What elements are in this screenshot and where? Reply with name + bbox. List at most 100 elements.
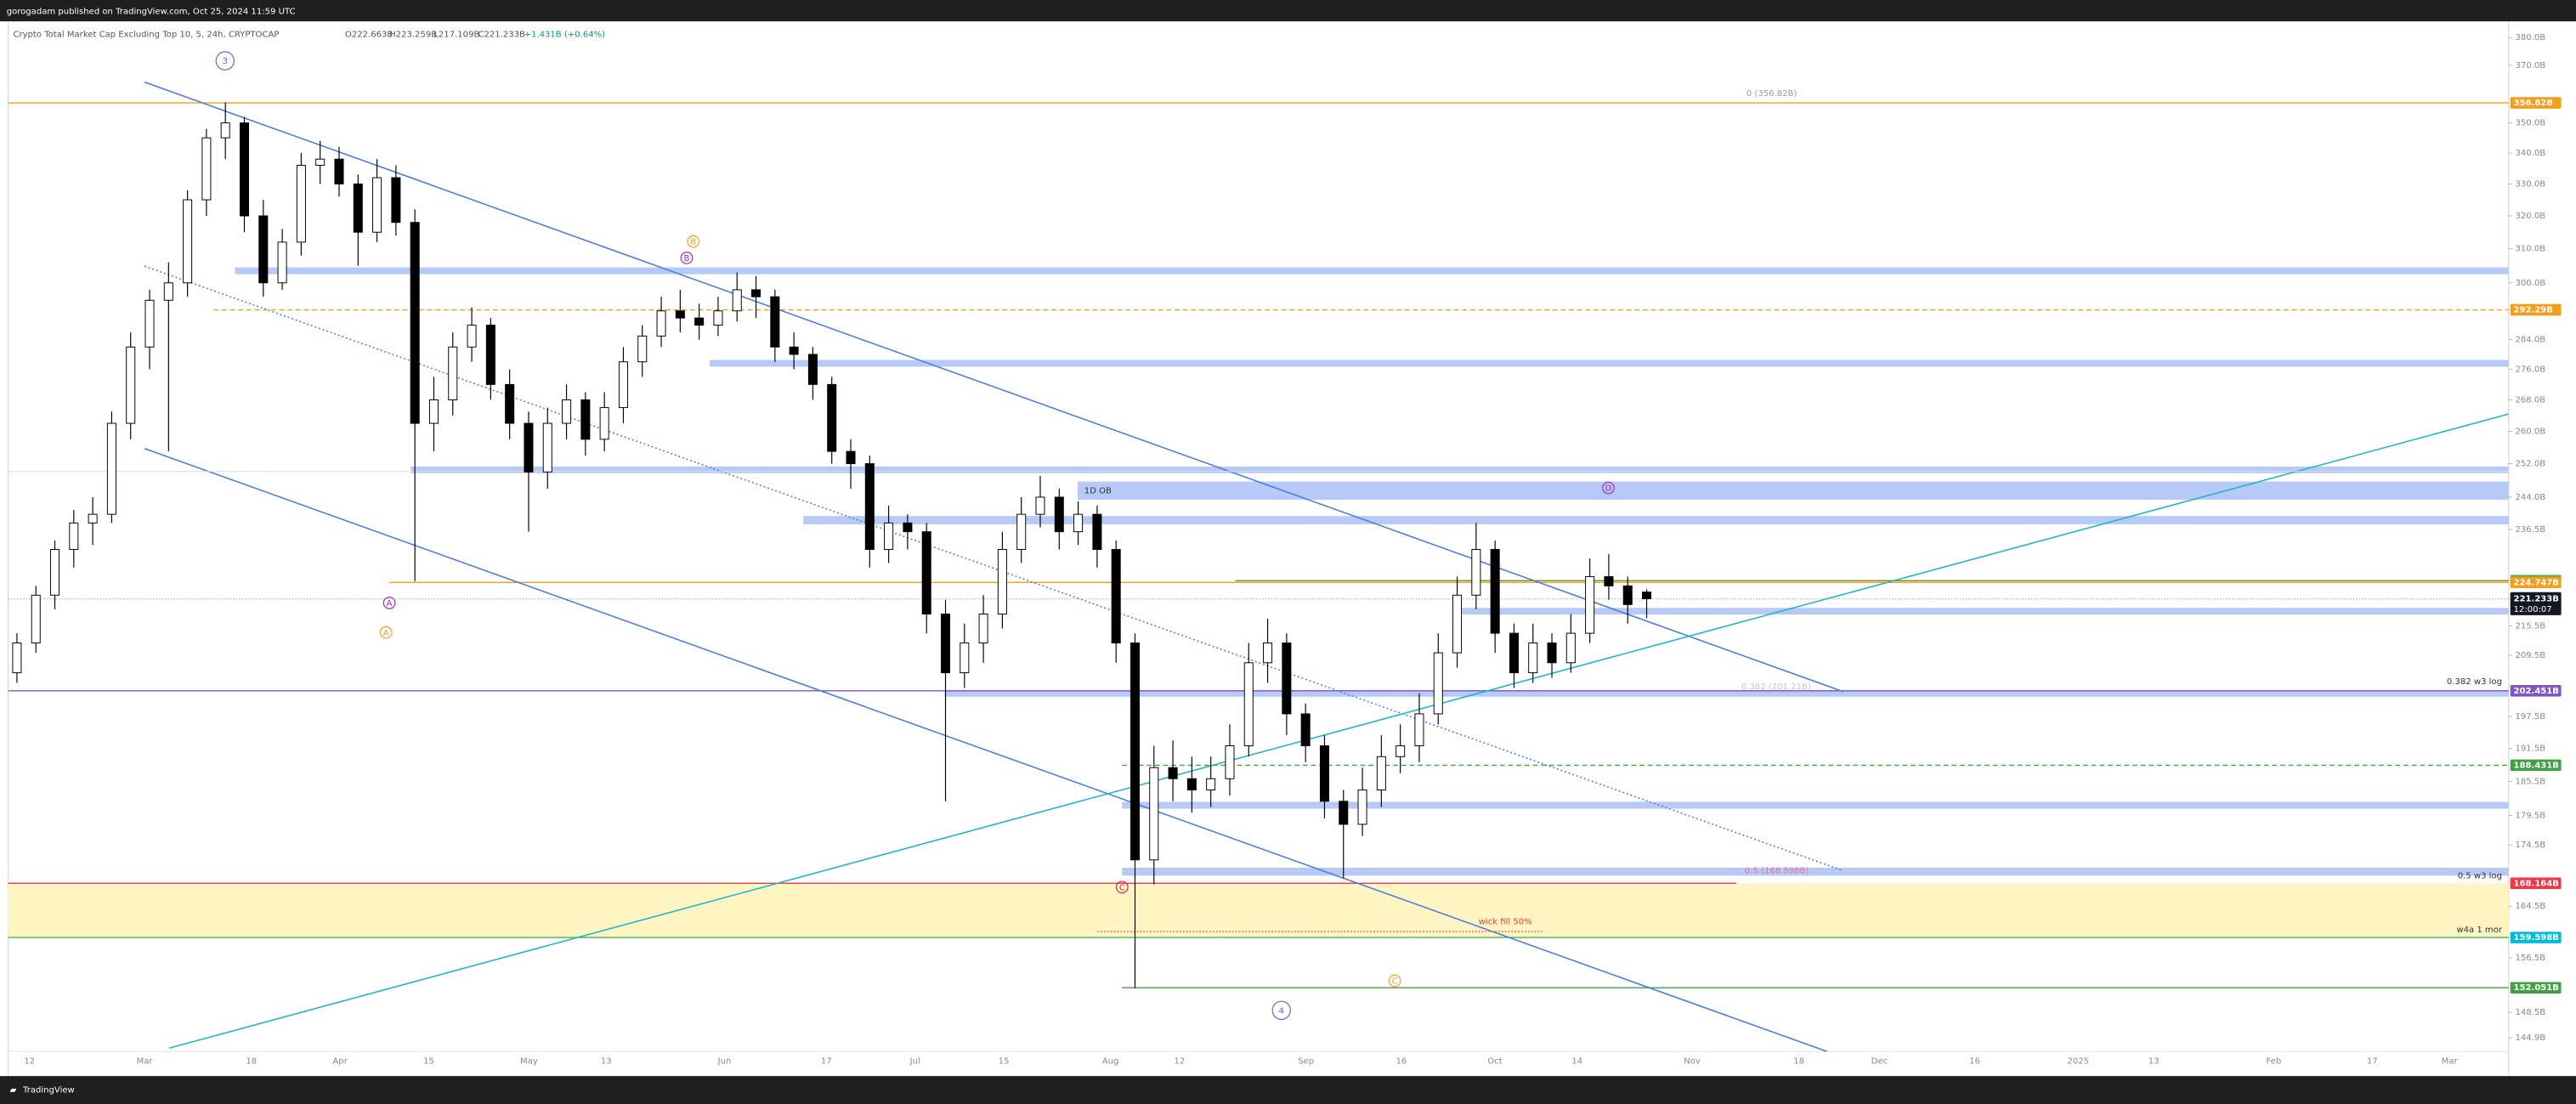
y-tick-label: 174.5B	[2515, 841, 2545, 850]
candle-body	[1433, 652, 1443, 715]
wave-label: 3	[223, 57, 228, 66]
price-label: 221.233B	[2514, 595, 2559, 604]
order-block-zone	[1078, 481, 2509, 500]
y-tick-label: 252.0B	[2515, 460, 2545, 469]
candle-body	[485, 325, 495, 385]
y-tick-label: 148.5B	[2515, 1008, 2545, 1017]
wave-circle	[1271, 1000, 1291, 1021]
candle-body	[1565, 632, 1576, 664]
candle-body	[201, 137, 212, 201]
candle-body	[410, 222, 420, 424]
order-block-zone	[803, 516, 2509, 524]
candle-body	[353, 183, 363, 233]
candle-body	[751, 289, 761, 297]
x-tick-label: Nov	[1684, 1057, 1701, 1067]
candle-body	[258, 215, 269, 284]
x-tick-label: 16	[1396, 1057, 1407, 1067]
candle-body	[163, 282, 173, 301]
level-note: 0.5 w3 log	[2458, 871, 2502, 880]
wave-circle	[382, 597, 396, 609]
support-line	[168, 413, 2509, 1050]
price-label: 152.051B	[2514, 983, 2559, 993]
x-tick-label: May	[520, 1057, 538, 1067]
candle-body	[1376, 756, 1386, 790]
candle-body	[864, 463, 875, 551]
price-label: 188.431B	[2514, 761, 2559, 770]
x-tick-label: 12	[24, 1057, 35, 1067]
x-tick-label: Mar	[137, 1057, 154, 1067]
y-tick-label: 191.5B	[2515, 744, 2545, 754]
y-tick-label: 215.5B	[2515, 622, 2545, 631]
level-note: 0.382 w3 log	[2447, 677, 2502, 687]
wave-label: A	[387, 599, 393, 609]
countdown: 12:00:07	[2514, 605, 2552, 614]
channel-mid	[144, 265, 1844, 872]
candle-body	[1547, 643, 1557, 664]
candle-body	[1414, 713, 1424, 746]
y-tick-label: 320.0B	[2515, 212, 2545, 221]
y-tick-label: 340.0B	[2515, 149, 2545, 158]
candle-body	[599, 407, 609, 440]
candle-body	[1509, 632, 1519, 674]
wave-circle	[1115, 880, 1129, 894]
candle-body	[675, 310, 685, 319]
y-tick-label: 179.5B	[2515, 812, 2545, 821]
order-block-zone	[410, 466, 2509, 473]
candle-body	[1528, 643, 1538, 674]
candle-body	[1016, 513, 1027, 551]
footer-text: TradingView	[22, 1086, 75, 1096]
candle-body	[334, 158, 344, 184]
candle-body	[713, 310, 723, 326]
candle-body	[296, 164, 306, 243]
y-tick-label: 197.5B	[2515, 712, 2545, 722]
y-tick-label: 380.0B	[2515, 33, 2545, 42]
price-label: 292.29B	[2514, 306, 2553, 315]
candle-body	[31, 594, 41, 644]
price-label-box	[2510, 303, 2562, 316]
candle-body	[580, 399, 591, 440]
wave-circle	[379, 626, 393, 639]
y-tick-label: 284.0B	[2515, 336, 2545, 345]
candle-body	[960, 643, 970, 674]
candle-body	[1357, 789, 1367, 825]
y-tick-label: 209.5B	[2515, 651, 2545, 660]
candle-body	[562, 399, 572, 424]
candle-body	[770, 296, 780, 348]
x-tick-label: 18	[246, 1057, 257, 1067]
candle-body	[372, 177, 382, 233]
x-tick-label: Jul	[909, 1057, 920, 1067]
y-tick-label: 156.5B	[2515, 954, 2545, 963]
wave-label: B	[684, 254, 690, 263]
y-tick-label: 236.5B	[2515, 525, 2545, 535]
wave-label: 4	[1279, 1006, 1284, 1016]
candle-body	[315, 158, 326, 166]
wick-note: wick fill 50%	[1479, 917, 1532, 926]
candle-body	[656, 310, 666, 337]
candle-body	[1073, 513, 1084, 533]
x-tick-label: 17	[821, 1057, 832, 1067]
price-label: 202.451B	[2514, 687, 2559, 696]
candle-body	[1396, 745, 1406, 757]
order-block-zone	[944, 689, 2509, 697]
footer-logo: ▰	[10, 1086, 17, 1096]
candle-body	[1054, 496, 1064, 533]
candle-body	[88, 513, 98, 524]
candle-body	[618, 361, 628, 409]
candle-body	[1206, 778, 1216, 790]
price-label-box	[2510, 97, 2562, 109]
candle-body	[978, 614, 988, 644]
fib-label: 0.5 (168.598B)	[1745, 867, 1809, 876]
wave-circle	[1388, 974, 1401, 988]
x-tick-label: 13	[2149, 1057, 2160, 1067]
channel-top	[144, 81, 1844, 693]
candle-body	[428, 399, 439, 424]
candle-body	[183, 199, 193, 284]
price-label-box	[2510, 931, 2562, 943]
candle-body	[106, 422, 116, 515]
candle-body	[1622, 585, 1633, 605]
candle-body	[1339, 801, 1349, 825]
y-tick-label: 330.0B	[2515, 179, 2545, 189]
candle-body	[1604, 576, 1614, 586]
x-tick-label: 15	[999, 1057, 1010, 1067]
